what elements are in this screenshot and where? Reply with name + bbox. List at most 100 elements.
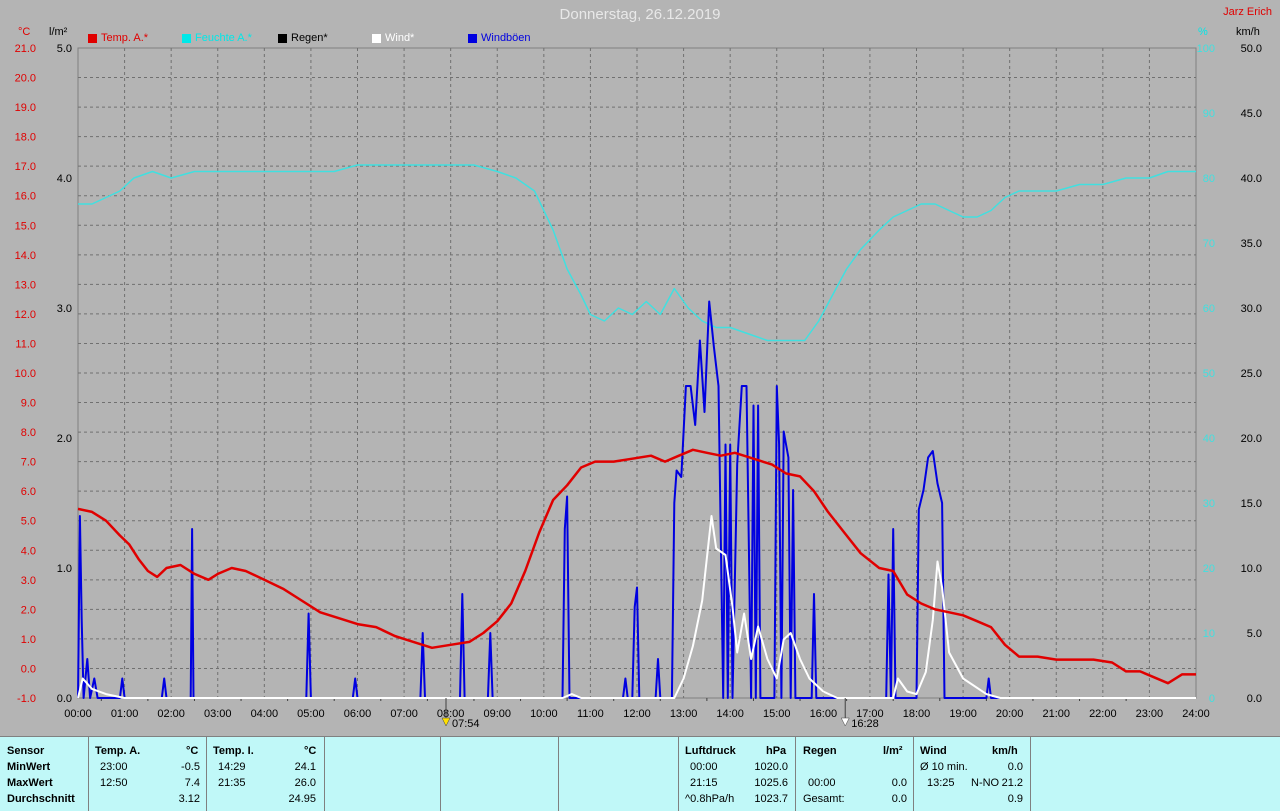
rain-tick-label: 1.0 xyxy=(57,563,72,575)
wind-tick-label: 0.0 xyxy=(1247,693,1262,705)
wind-tick-label: 45.0 xyxy=(1241,108,1262,120)
humidity-tick-label: 80 xyxy=(1203,173,1215,185)
pressure-min-value: 1020.0 xyxy=(754,761,788,773)
rain-tick-label: 3.0 xyxy=(57,303,72,315)
temp-tick-label: 6.0 xyxy=(21,486,36,498)
x-tick-label: 21:00 xyxy=(1042,708,1070,720)
legend-label: Regen* xyxy=(291,32,328,44)
temp-a-min-time: 23:00 xyxy=(100,761,128,773)
temp-tick-label: 12.0 xyxy=(15,309,36,321)
pressure-avg-value: 1023.7 xyxy=(754,793,788,805)
legend-swatch xyxy=(372,33,381,43)
x-tick-label: 06:00 xyxy=(344,708,372,720)
header-sensor: Sensor xyxy=(7,745,45,757)
temp-tick-label: 10.0 xyxy=(15,368,36,380)
x-tick-label: 08:00 xyxy=(437,708,465,720)
humidity-tick-label: 70 xyxy=(1203,238,1215,250)
header-temp-a: Temp. A. xyxy=(95,745,141,757)
wind-min-value: 0.0 xyxy=(1007,761,1023,773)
divider xyxy=(558,737,559,811)
author-label: Jarz Erich xyxy=(1223,6,1272,18)
series-line-humidity xyxy=(78,164,1196,342)
x-tick-label: 05:00 xyxy=(297,708,325,720)
sunrise-icon xyxy=(441,717,451,727)
wind-max-time: 13:25 xyxy=(927,777,955,789)
x-tick-label: 00:00 xyxy=(64,708,92,720)
temp-tick-label: 18.0 xyxy=(15,132,36,144)
wind-max-direction: N-NO xyxy=(971,777,1000,789)
wind-tick-label: 50.0 xyxy=(1241,43,1262,55)
rain-tick-label: 4.0 xyxy=(57,173,72,185)
temp-tick-label: 11.0 xyxy=(15,338,36,350)
divider xyxy=(795,737,796,811)
wind-max-value: 21.2 xyxy=(1001,777,1023,789)
pressure-max-time: 21:15 xyxy=(690,777,718,789)
temp-tick-label: 16.0 xyxy=(15,191,36,203)
temp-a-avg-value: 3.12 xyxy=(178,793,200,805)
x-tick-label: 01:00 xyxy=(111,708,139,720)
humidity-unit-label: % xyxy=(1198,26,1208,38)
legend-item-rain: Regen* xyxy=(278,31,328,45)
pressure-max-value: 1025.6 xyxy=(754,777,788,789)
temp-i-max-time: 21:35 xyxy=(218,777,246,789)
temp-a-min-value: -0.5 xyxy=(181,761,200,773)
legend-label: Windböen xyxy=(481,32,531,44)
wind-tick-label: 25.0 xyxy=(1241,368,1262,380)
temp-tick-label: 5.0 xyxy=(21,516,36,528)
temp-unit-label: °C xyxy=(18,26,31,38)
wind-avg10-label: Ø 10 min. xyxy=(920,761,968,773)
temp-tick-label: 14.0 xyxy=(15,250,36,262)
x-tick-label: 24:00 xyxy=(1182,708,1210,720)
header-rain-unit: l/m² xyxy=(883,745,903,757)
rain-tick-label: 5.0 xyxy=(57,43,72,55)
row-label-min: MinWert xyxy=(7,761,51,773)
x-tick-label: 15:00 xyxy=(763,708,791,720)
pressure-min-time: 00:00 xyxy=(690,761,718,773)
sunset-icon xyxy=(840,717,850,727)
legend-swatch xyxy=(278,33,287,43)
weather-chart: 21.0 20.0 19.0 18.0 17.0 16.0 15.0 14.0 13.0 12.0… xyxy=(15,43,1262,730)
x-tick-label: 04:00 xyxy=(251,708,279,720)
legend-swatch xyxy=(88,33,97,43)
temp-tick-label: 19.0 xyxy=(15,102,36,114)
x-tick-label: 16:00 xyxy=(810,708,838,720)
humidity-tick-label: 60 xyxy=(1203,303,1215,315)
divider xyxy=(88,737,89,811)
statistics-footer: Sensor Temp. A. °C Temp. I. °C Luftdruck… xyxy=(0,736,1280,811)
rain-max-time: 00:00 xyxy=(808,777,836,789)
x-tick-label: 09:00 xyxy=(483,708,511,720)
wind-tick-label: 30.0 xyxy=(1241,303,1262,315)
temp-tick-label: 9.0 xyxy=(21,398,36,410)
legend-item-wind: Wind* xyxy=(372,31,414,45)
divider xyxy=(440,737,441,811)
humidity-tick-label: 30 xyxy=(1203,498,1215,510)
humidity-tick-label: 100 xyxy=(1197,43,1215,55)
x-tick-label: 18:00 xyxy=(903,708,931,720)
series-line-wind xyxy=(77,515,1196,699)
temp-tick-label: 21.0 xyxy=(15,43,36,55)
x-tick-label: 11:00 xyxy=(577,708,604,720)
wind-unit-label: km/h xyxy=(1236,26,1260,38)
x-tick-label: 22:00 xyxy=(1089,708,1117,720)
wind-tick-label: 35.0 xyxy=(1241,238,1262,250)
temp-tick-label: 3.0 xyxy=(21,575,36,587)
humidity-tick-label: 50 xyxy=(1203,368,1215,380)
wind-tick-label: 40.0 xyxy=(1241,173,1262,185)
series-line-temp xyxy=(77,448,1196,685)
humidity-tick-label: 20 xyxy=(1203,563,1215,575)
temp-tick-label: -1.0 xyxy=(17,693,36,705)
temp-a-max-value: 7.4 xyxy=(184,777,200,789)
legend-label: Wind* xyxy=(385,32,415,44)
divider xyxy=(913,737,914,811)
x-tick-label: 23:00 xyxy=(1136,708,1164,720)
header-wind: Wind xyxy=(920,745,947,757)
x-tick-label: 10:00 xyxy=(530,708,558,720)
wind-tick-label: 20.0 xyxy=(1241,433,1262,445)
divider xyxy=(324,737,325,811)
wind-tick-label: 5.0 xyxy=(1247,628,1262,640)
rain-max-value: 0.0 xyxy=(891,777,907,789)
x-tick-label: 12:00 xyxy=(623,708,651,720)
header-temp-i-unit: °C xyxy=(304,745,317,757)
rain-tick-label: 2.0 xyxy=(57,433,72,445)
header-wind-unit: km/h xyxy=(992,745,1018,757)
